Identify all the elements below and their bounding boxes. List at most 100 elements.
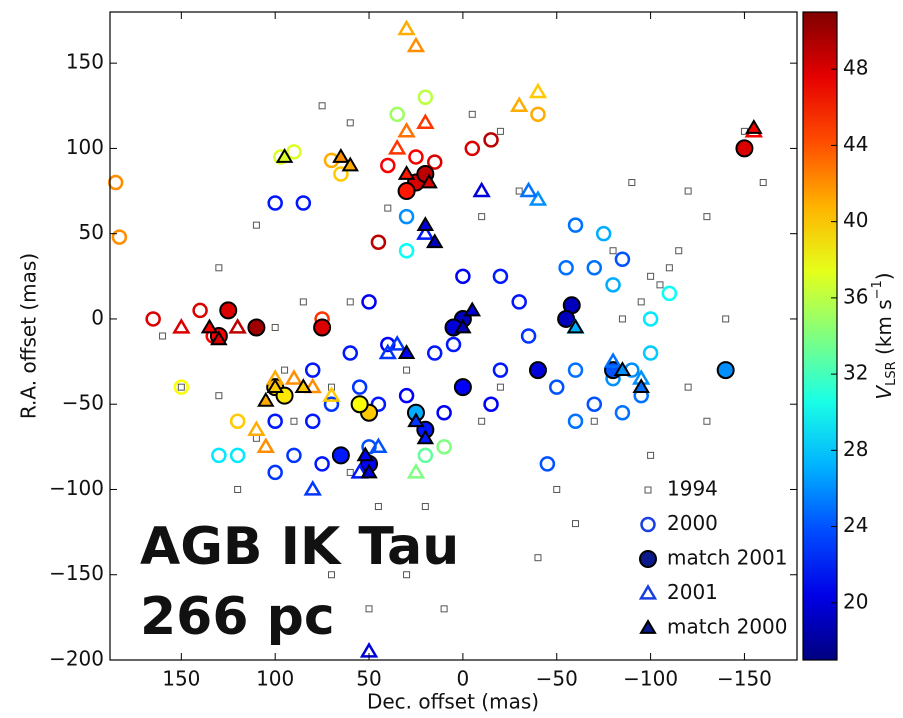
circle-marker bbox=[639, 550, 657, 568]
triangle-marker bbox=[284, 369, 304, 385]
circle-marker bbox=[398, 242, 415, 259]
circle-marker bbox=[229, 413, 246, 430]
circle-marker bbox=[716, 361, 735, 380]
circle-marker bbox=[735, 139, 754, 158]
square-marker bbox=[496, 127, 504, 135]
triangle-marker bbox=[425, 233, 444, 249]
triangle-marker bbox=[613, 361, 632, 377]
square-marker bbox=[647, 272, 655, 280]
square-marker bbox=[759, 179, 767, 187]
square-marker bbox=[647, 451, 655, 459]
circle-marker bbox=[520, 328, 537, 344]
circle-marker bbox=[436, 439, 452, 455]
square-marker bbox=[374, 503, 382, 511]
x-tick-label: 50 bbox=[356, 667, 381, 691]
circle-marker bbox=[107, 174, 124, 191]
colorbar bbox=[802, 11, 838, 661]
x-tick-label: 0 bbox=[457, 667, 470, 691]
cb-symbol: V bbox=[872, 385, 896, 400]
circle-marker bbox=[286, 447, 302, 464]
square-marker bbox=[534, 554, 542, 562]
triangle-marker bbox=[472, 181, 491, 198]
x-tick-label: −150 bbox=[717, 667, 772, 691]
cb-unit: (km s bbox=[872, 299, 896, 355]
square-marker bbox=[271, 323, 279, 331]
square-marker bbox=[252, 434, 260, 442]
legend-label: match 2000 bbox=[667, 615, 788, 639]
colorbar-tick-label: 32 bbox=[843, 361, 868, 385]
circle-marker bbox=[483, 396, 499, 412]
circle-marker bbox=[351, 379, 368, 395]
square-marker bbox=[703, 213, 711, 221]
triangle-marker bbox=[745, 118, 763, 134]
square-marker bbox=[234, 485, 242, 493]
circle-marker bbox=[426, 154, 443, 170]
circle-marker bbox=[417, 447, 434, 464]
circle-marker bbox=[331, 446, 350, 465]
circle-marker bbox=[111, 229, 128, 245]
circle-marker bbox=[595, 225, 612, 242]
colorbar-tick-label: 48 bbox=[843, 56, 868, 80]
circle-marker bbox=[528, 361, 547, 380]
square-marker bbox=[515, 187, 523, 195]
circle-marker bbox=[145, 311, 161, 327]
square-marker bbox=[252, 221, 260, 229]
circle-marker bbox=[313, 318, 332, 337]
triangle-marker bbox=[416, 113, 435, 129]
circle-marker bbox=[557, 309, 576, 328]
square-marker bbox=[318, 102, 326, 110]
colorbar-tick-label: 44 bbox=[843, 132, 868, 156]
cb-close: ) bbox=[872, 272, 896, 280]
square-marker bbox=[684, 383, 692, 391]
square-marker bbox=[440, 605, 448, 613]
triangle-marker bbox=[416, 224, 435, 240]
triangle-marker bbox=[210, 330, 228, 346]
triangle-marker bbox=[416, 216, 435, 232]
square-marker bbox=[403, 366, 411, 374]
circle-marker bbox=[361, 294, 377, 310]
triangle-marker bbox=[639, 619, 657, 634]
triangle-marker bbox=[454, 318, 472, 334]
circle-marker bbox=[605, 277, 621, 293]
triangle-marker bbox=[275, 147, 294, 163]
colorbar-tick-label: 36 bbox=[843, 284, 868, 308]
square-marker bbox=[684, 187, 692, 195]
triangle-marker bbox=[303, 377, 322, 394]
square-marker bbox=[675, 247, 683, 255]
square-marker bbox=[590, 417, 598, 425]
circle-marker bbox=[614, 404, 631, 421]
y-tick-label: 100 bbox=[66, 135, 104, 159]
circle-marker bbox=[539, 456, 556, 472]
square-marker bbox=[722, 315, 730, 323]
triangle-marker bbox=[510, 96, 529, 112]
triangle-marker bbox=[256, 437, 275, 453]
x-axis-label: Dec. offset (mas) bbox=[367, 690, 539, 714]
triangle-marker bbox=[172, 318, 191, 334]
square-marker bbox=[403, 571, 411, 579]
circle-marker bbox=[286, 144, 302, 160]
colorbar-tick-label: 20 bbox=[843, 589, 868, 613]
legend-label: 2000 bbox=[667, 511, 718, 535]
triangle-marker bbox=[247, 420, 266, 436]
triangle-marker bbox=[341, 156, 360, 172]
circle-marker bbox=[267, 413, 283, 430]
square-marker bbox=[215, 264, 223, 272]
circle-marker bbox=[342, 345, 359, 361]
circle-marker bbox=[192, 302, 208, 319]
square-marker bbox=[468, 110, 476, 118]
circle-marker bbox=[370, 396, 387, 412]
circle-marker bbox=[642, 345, 659, 361]
y-tick-label: −100 bbox=[49, 476, 104, 500]
square-marker bbox=[644, 486, 652, 494]
circle-marker bbox=[530, 106, 546, 123]
y-tick-label: −150 bbox=[49, 561, 104, 585]
triangle-marker bbox=[388, 335, 407, 351]
y-tick-label: −200 bbox=[49, 647, 104, 671]
triangle-marker bbox=[519, 181, 538, 198]
circle-marker bbox=[211, 447, 227, 464]
square-marker bbox=[478, 417, 486, 425]
circle-marker bbox=[455, 268, 471, 285]
circle-marker bbox=[219, 301, 238, 320]
circle-marker bbox=[173, 379, 190, 395]
